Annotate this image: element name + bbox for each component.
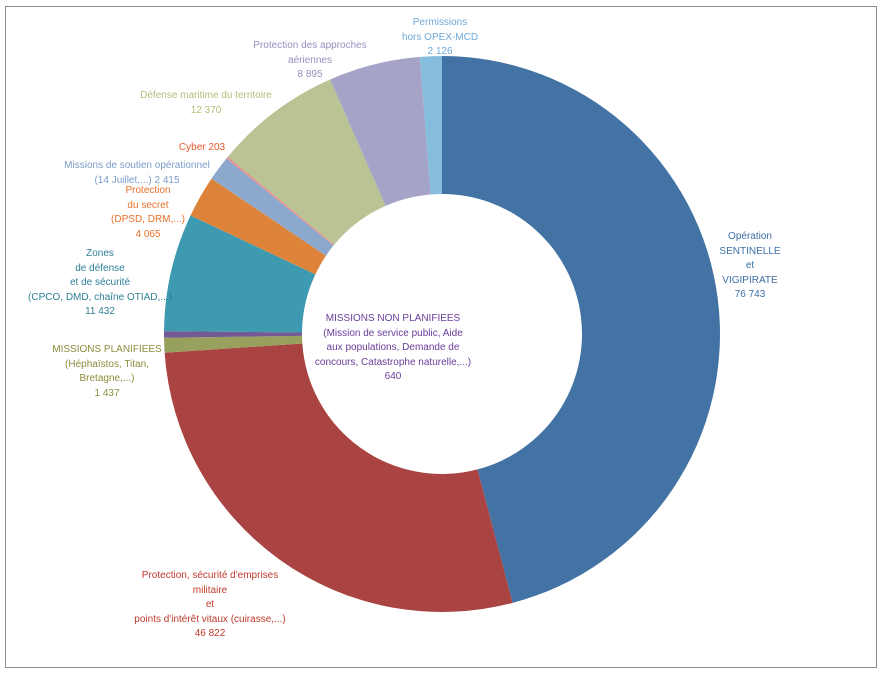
slice-label-line: Missions de soutien opérationnel <box>64 160 210 171</box>
slice-label-line: (CPCO, DMD, chaîne OTIAD,...) <box>28 291 172 303</box>
donut-slice <box>190 178 326 275</box>
slice-label-line: MISSIONS NON PLANIFIEES <box>325 313 461 324</box>
slice-value: 2 126 <box>427 46 453 57</box>
donut-slice <box>163 331 303 338</box>
slice-value: 12 370 <box>190 104 222 116</box>
slice-label-line: militaire <box>192 584 228 596</box>
slice-label: Cyber 203 <box>179 141 225 156</box>
slice-label-line: Protection, sécurité d'emprises <box>141 570 279 581</box>
slice-value: 4 065 <box>135 228 161 240</box>
slice-label-line: de défense <box>75 262 125 274</box>
slice-label: Zones de défense et de sécurité (CPCO, DMD,… <box>28 247 172 320</box>
slice-label-line: (Héphaïstos, Titan, <box>65 358 149 370</box>
slice-label-line: Cyber <box>178 142 206 153</box>
slice-value: 11 432 <box>85 306 115 317</box>
donut-slice <box>211 158 334 256</box>
slice-label-line: SENTINELLE <box>719 245 781 257</box>
slice-label: Protection du secret (DPSD, DRM,...) 4 065 <box>111 184 185 242</box>
slice-label-line: (Mission de service public, Aide <box>323 327 463 339</box>
slice-label: MISSIONS PLANIFIEES (Héphaïstos, Titan, Br… <box>52 343 161 401</box>
slice-label: Protection, sécurité d'emprises militaire… <box>134 569 285 642</box>
slice-label-line: Bretagne,...) <box>79 373 135 384</box>
slice-label-line: du secret <box>127 199 169 211</box>
slice-label: Permissions hors OPEX-MCD 2 126 <box>402 16 478 60</box>
slice-label-line: hors OPEX-MCD <box>401 31 479 43</box>
slice-label-line: aériennes <box>288 54 332 66</box>
slice-label-line: Protection <box>125 185 171 196</box>
slice-label: Protection des approches aériennes 8 895 <box>253 39 366 83</box>
slice-label-line: Zones <box>86 248 114 259</box>
slice-value: 8 895 <box>297 69 323 80</box>
slice-label-line: (DPSD, DRM,...) <box>111 214 185 225</box>
slice-value: 46 822 <box>194 628 226 639</box>
slice-label: Défense maritime du territoire 12 370 <box>140 89 272 118</box>
slice-label-line: Protection des approches <box>253 40 367 51</box>
slice-label: Opération SENTINELLE et VIGIPIRATE 76 743 <box>719 230 780 303</box>
donut-slice <box>226 156 335 246</box>
slice-label-line: Opération <box>728 231 772 242</box>
slice-label: Missions de soutien opérationnel (14 Juil… <box>64 159 210 188</box>
donut-slice <box>442 56 720 603</box>
slice-label-line: (14 Juillet,...) <box>94 174 152 186</box>
slice-value: 2 415 <box>154 174 180 186</box>
slice-label: MISSIONS NON PLANIFIEES (Mission de servi… <box>315 312 471 385</box>
slice-value: 203 <box>208 142 226 153</box>
slice-label-line: VIGIPIRATE <box>722 274 778 286</box>
slice-value: 1 437 <box>94 387 120 399</box>
slice-label-line: points d'intérêt vitaux (cuirasse,...) <box>134 613 286 625</box>
chart-frame <box>5 6 877 668</box>
slice-label-line: et de sécurité <box>69 277 131 288</box>
slice-label-line: Défense maritime du territoire <box>140 90 272 101</box>
donut-slice <box>164 343 513 612</box>
slice-label-line: et <box>745 260 755 271</box>
donut-slice <box>164 215 316 333</box>
slice-label-line: aux populations, Demande de <box>326 342 460 353</box>
slice-value: 640 <box>384 371 402 382</box>
slice-label-line: MISSIONS PLANIFIEES <box>52 344 162 355</box>
slice-label-line: concours, Catastrophe naturelle,...) <box>314 356 472 368</box>
donut-slice <box>164 335 303 353</box>
slice-label-line: et <box>205 599 215 610</box>
donut-slice <box>227 79 386 245</box>
slice-value: 76 743 <box>734 289 766 300</box>
donut-slice <box>330 56 431 206</box>
slice-label-line: Permissions <box>412 17 468 28</box>
donut-slice <box>419 56 442 195</box>
